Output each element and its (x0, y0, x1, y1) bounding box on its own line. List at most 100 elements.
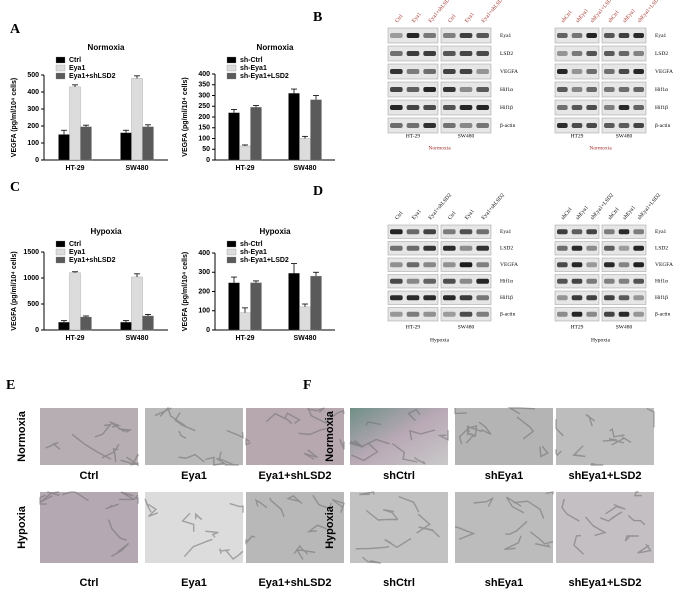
blot-band (557, 262, 568, 268)
cell-line-label: SW480 (458, 324, 475, 330)
bar (131, 78, 143, 161)
blot-row-label: LSD2 (655, 246, 668, 252)
blot-band (406, 123, 420, 128)
micrograph (350, 492, 448, 563)
row-label: Normoxia (324, 410, 336, 462)
panel-label: D (313, 184, 323, 199)
blot-band (586, 262, 597, 268)
blot-band (586, 311, 597, 317)
panel-label: C (10, 180, 20, 195)
y-axis-label: VEGFA (pg/ml/10⁴ cells) (182, 252, 189, 331)
image-caption: Ctrl (80, 470, 99, 482)
blot-strip (440, 241, 492, 256)
cell-tube (355, 491, 440, 564)
blot-row-label: β-actin (655, 312, 671, 318)
error-bar (242, 307, 248, 313)
legend-label: Ctrl (69, 57, 81, 64)
blot-band (557, 278, 568, 284)
blot-band (423, 33, 436, 38)
blot-band (604, 69, 615, 74)
blot-band (443, 51, 456, 56)
blot-band (390, 87, 403, 92)
blot-band (443, 295, 456, 301)
blot-band (406, 105, 420, 110)
blot-band (423, 311, 436, 317)
legend-swatch (55, 240, 66, 248)
legend-swatch (55, 248, 66, 256)
image-caption: shEya1 (485, 577, 524, 589)
blot-row-label: Hif1α (500, 278, 513, 285)
blot-row-label: Hif1α (655, 278, 668, 285)
y-tick-label: 200 (198, 288, 210, 295)
bar (250, 107, 262, 161)
blot-band (443, 311, 456, 317)
lane-label: Eya1 (411, 208, 423, 221)
image-caption: Eya1 (181, 470, 207, 482)
y-tick-label: 1500 (23, 249, 39, 256)
lane-label: shCtrl (560, 10, 574, 25)
error-bar (313, 271, 319, 277)
blot-band (476, 33, 489, 38)
error-bar (313, 95, 319, 100)
y-tick-label: 0 (206, 327, 210, 334)
blot-row-label: Eya1 (655, 33, 667, 39)
blot-band (390, 262, 403, 268)
bar (288, 273, 300, 331)
legend-label: Eya1+shLSD2 (69, 73, 116, 80)
lane-label: Ctrl (394, 210, 404, 221)
blot-band (618, 262, 630, 268)
blot-band (586, 87, 597, 92)
y-tick-label: 300 (198, 92, 210, 99)
blot-band (586, 245, 597, 251)
cell-line-label: HT29 (571, 133, 584, 139)
blot-band (571, 229, 583, 235)
blot-band (459, 69, 473, 74)
blot-band (586, 229, 597, 235)
micrograph (40, 408, 138, 465)
blot-band (571, 69, 583, 74)
blot-band (571, 105, 583, 110)
blot-band (406, 69, 420, 74)
legend-label: sh-Eya1+LSD2 (240, 257, 289, 264)
legend-swatch (226, 256, 237, 264)
blot-band (571, 245, 583, 251)
blot-row-label: Hif1β (500, 294, 513, 301)
image-caption: shCtrl (383, 470, 415, 482)
lane-label: shEya1 (575, 8, 590, 24)
bar (80, 316, 92, 331)
panel-label: F (303, 378, 312, 393)
y-tick-label: 1000 (23, 275, 39, 282)
blot-band (618, 105, 630, 110)
blot-band (604, 105, 615, 110)
blot-strip (601, 241, 647, 256)
error-bar (291, 263, 297, 274)
blot-band (618, 229, 630, 235)
legend-label: sh-Eya1 (240, 65, 267, 72)
blot-band (390, 105, 403, 110)
legend-swatch (226, 72, 237, 80)
blot-band (423, 262, 436, 268)
blot-band (604, 295, 615, 301)
cell-tube (39, 491, 139, 558)
micrograph (40, 492, 138, 563)
blot-band (423, 123, 436, 128)
blot-band (604, 87, 615, 92)
blot-band (557, 69, 568, 74)
blot-band (604, 123, 615, 128)
blot-band (618, 123, 630, 128)
blot-band (571, 262, 583, 268)
blot-band (459, 105, 473, 110)
blot-band (390, 245, 403, 251)
error-bar (291, 88, 297, 94)
blot-band (390, 33, 403, 38)
blot-band (557, 87, 568, 92)
blot-band (406, 229, 420, 235)
error-bar (302, 303, 308, 307)
error-bar (61, 129, 67, 135)
cell-line-label: SW480 (458, 133, 475, 139)
y-tick-label: 500 (27, 72, 39, 79)
blot-band (423, 245, 436, 251)
blot-band (406, 311, 420, 317)
cell-line-label: HT-29 (406, 324, 420, 330)
